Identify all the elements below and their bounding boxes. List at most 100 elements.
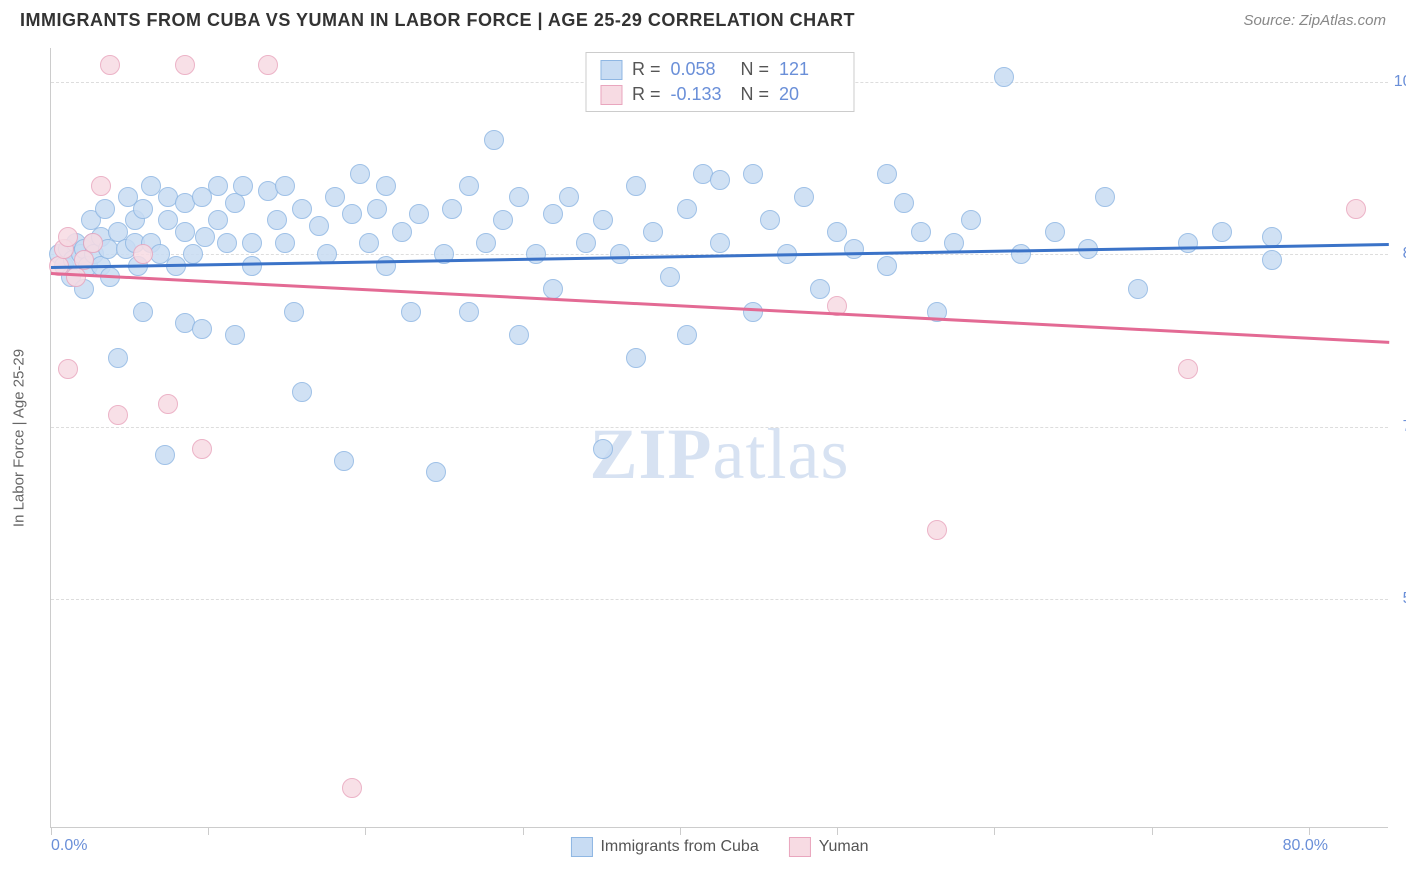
legend-swatch	[789, 837, 811, 857]
scatter-point	[1212, 222, 1232, 242]
scatter-point	[459, 302, 479, 322]
scatter-point	[58, 227, 78, 247]
n-label: N =	[741, 59, 770, 80]
scatter-point	[442, 199, 462, 219]
legend-row: R =0.058N =121	[600, 57, 839, 82]
scatter-point	[493, 210, 513, 230]
scatter-point	[83, 233, 103, 253]
scatter-point	[626, 176, 646, 196]
scatter-point	[401, 302, 421, 322]
scatter-point	[543, 279, 563, 299]
n-value: 121	[779, 59, 839, 80]
grid-line	[51, 427, 1388, 428]
x-tick	[51, 827, 52, 835]
scatter-point	[267, 210, 287, 230]
scatter-point	[208, 210, 228, 230]
scatter-point	[710, 170, 730, 190]
scatter-point	[66, 267, 86, 287]
scatter-point	[292, 199, 312, 219]
trend-line	[51, 272, 1389, 343]
scatter-point	[559, 187, 579, 207]
scatter-point	[183, 244, 203, 264]
scatter-point	[593, 210, 613, 230]
scatter-point	[844, 239, 864, 259]
scatter-point	[743, 302, 763, 322]
scatter-point	[95, 199, 115, 219]
scatter-point	[643, 222, 663, 242]
scatter-point	[192, 319, 212, 339]
scatter-point	[1128, 279, 1148, 299]
scatter-point	[677, 325, 697, 345]
scatter-point	[526, 244, 546, 264]
scatter-point	[108, 405, 128, 425]
scatter-point	[593, 439, 613, 459]
n-value: 20	[779, 84, 839, 105]
scatter-point	[225, 193, 245, 213]
scatter-point	[409, 204, 429, 224]
scatter-point	[911, 222, 931, 242]
scatter-point	[192, 439, 212, 459]
x-tick	[208, 827, 209, 835]
x-axis-min-label: 0.0%	[51, 837, 87, 855]
y-tick-label: 70.0%	[1403, 418, 1406, 436]
scatter-point	[1011, 244, 1031, 264]
n-label: N =	[741, 84, 770, 105]
scatter-point	[342, 778, 362, 798]
scatter-point	[677, 199, 697, 219]
scatter-point	[242, 256, 262, 276]
scatter-point	[292, 382, 312, 402]
scatter-point	[367, 199, 387, 219]
scatter-point	[426, 462, 446, 482]
scatter-point	[476, 233, 496, 253]
x-tick	[523, 827, 524, 835]
legend-swatch	[570, 837, 592, 857]
scatter-point	[58, 359, 78, 379]
scatter-point	[225, 325, 245, 345]
scatter-point	[342, 204, 362, 224]
grid-line	[51, 599, 1388, 600]
r-label: R =	[632, 84, 661, 105]
scatter-point	[961, 210, 981, 230]
scatter-point	[284, 302, 304, 322]
legend-item: Yuman	[789, 837, 869, 857]
x-tick	[1152, 827, 1153, 835]
scatter-point	[810, 279, 830, 299]
stats-legend: R = 0.058 N = 121R = -0.133 N = 20	[585, 52, 854, 112]
scatter-point	[175, 55, 195, 75]
scatter-point	[275, 176, 295, 196]
scatter-point	[359, 233, 379, 253]
scatter-point	[509, 187, 529, 207]
legend-swatch	[600, 60, 622, 80]
r-value: 0.058	[671, 59, 731, 80]
r-value: -0.133	[671, 84, 731, 105]
scatter-point	[155, 445, 175, 465]
scatter-point	[509, 325, 529, 345]
scatter-point	[325, 187, 345, 207]
scatter-point	[543, 204, 563, 224]
scatter-point	[1346, 199, 1366, 219]
scatter-point	[275, 233, 295, 253]
scatter-point	[710, 233, 730, 253]
legend-row: R = -0.133 N = 20	[600, 82, 839, 107]
series-legend: Immigrants from CubaYuman	[570, 837, 868, 857]
scatter-point	[158, 394, 178, 414]
scatter-point	[350, 164, 370, 184]
y-axis-title: In Labor Force | Age 25-29	[11, 348, 28, 526]
scatter-point	[1095, 187, 1115, 207]
x-tick	[1309, 827, 1310, 835]
x-axis-max-label: 80.0%	[1283, 837, 1328, 855]
x-tick	[680, 827, 681, 835]
scatter-point	[877, 164, 897, 184]
y-tick-label: 85.0%	[1403, 245, 1406, 263]
scatter-point	[626, 348, 646, 368]
scatter-point	[827, 222, 847, 242]
scatter-point	[877, 256, 897, 276]
scatter-point	[459, 176, 479, 196]
scatter-point	[100, 55, 120, 75]
y-tick-label: 55.0%	[1403, 590, 1406, 608]
correlation-chart: In Labor Force | Age 25-29 55.0%70.0%85.…	[50, 48, 1388, 828]
x-tick	[837, 827, 838, 835]
scatter-point	[133, 244, 153, 264]
source-label: Source: ZipAtlas.com	[1243, 12, 1386, 29]
scatter-point	[108, 348, 128, 368]
